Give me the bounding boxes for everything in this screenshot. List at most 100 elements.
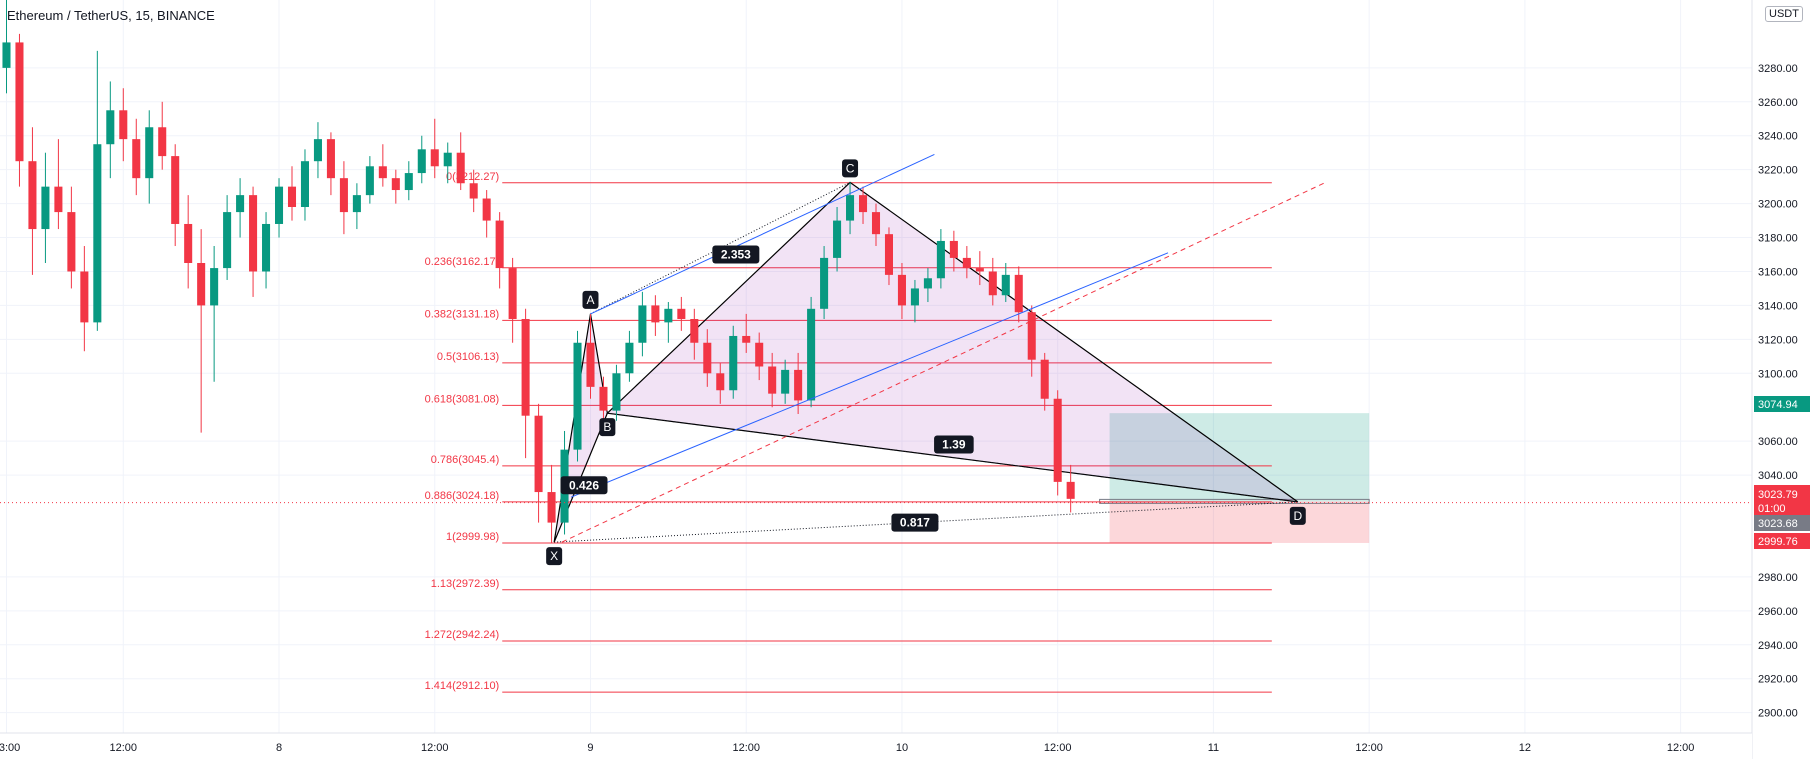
candle-body <box>729 335 738 391</box>
price-axis-panel <box>1752 0 1814 759</box>
candle-body <box>417 149 426 174</box>
position-box <box>1099 413 1370 543</box>
trendline <box>590 153 935 315</box>
pattern-labels: X A B C D 2.353 1.39 0.817 0.426 <box>546 159 1306 566</box>
candle-body <box>846 195 855 221</box>
candle-body <box>106 110 115 145</box>
candle-body <box>41 186 50 230</box>
candle-body <box>1053 398 1062 482</box>
time-tick-label: 11 <box>1208 742 1219 754</box>
chart-title: Ethereum / TetherUS, 15, BINANCE <box>7 8 215 23</box>
candle-body <box>884 234 894 275</box>
candle-body <box>833 220 842 258</box>
candle-body <box>378 166 387 179</box>
candle-body <box>794 369 803 401</box>
price-tick-label: 3280.00 <box>1758 63 1798 75</box>
candle-body <box>547 492 556 523</box>
candle-body <box>664 308 673 323</box>
candle-body <box>534 415 543 493</box>
candle-body <box>781 369 790 394</box>
position-entry-line <box>1099 498 1370 504</box>
ratio-label-bg <box>560 476 608 495</box>
price-badge <box>1754 533 1810 549</box>
candle-body <box>482 198 491 221</box>
candle-body <box>404 173 413 191</box>
price-badge <box>1754 396 1810 412</box>
price-tick-label: 3240.00 <box>1758 131 1798 143</box>
point-label-d: D <box>1293 509 1302 523</box>
candle-body <box>145 127 154 179</box>
price-badge-value: 2999.76 <box>1758 536 1798 548</box>
time-tick-label: 12 <box>1519 742 1531 754</box>
ratio-label-bg <box>934 435 974 454</box>
candle-body <box>910 288 919 306</box>
price-tick-label: 3140.00 <box>1758 300 1798 312</box>
candle-body <box>119 110 128 140</box>
candle-body <box>326 139 335 179</box>
candle-body <box>391 178 400 191</box>
price-tick-label: 3040.00 <box>1758 470 1798 482</box>
candle-body <box>1040 359 1049 399</box>
price-tick-label: 3180.00 <box>1758 233 1798 245</box>
point-label-a: A <box>586 293 594 307</box>
time-tick-label: 12:00 <box>110 742 138 754</box>
candle-body <box>1001 274 1010 296</box>
candle-body <box>612 373 621 411</box>
ac-ratio-line <box>590 181 851 315</box>
point-label-bg <box>546 547 563 566</box>
time-tick-label: 10 <box>896 742 908 754</box>
candle-body <box>184 223 193 263</box>
candle-body <box>651 305 660 323</box>
time-tick-label: 12:00 <box>1044 742 1072 754</box>
ratio-label-bg <box>891 513 939 532</box>
price-tick-label: 3120.00 <box>1758 334 1798 346</box>
candle-body <box>690 318 699 343</box>
price-tick-label: 3160.00 <box>1758 266 1798 278</box>
candle-body <box>210 268 219 306</box>
price-tick-label: 2940.00 <box>1758 640 1798 652</box>
candle-body <box>158 127 167 157</box>
ratio-label: 0.817 <box>900 516 930 530</box>
candle-body <box>443 152 452 167</box>
candle-body <box>820 257 829 309</box>
candle-body <box>352 195 361 213</box>
currency-selector[interactable]: USDT <box>1765 6 1803 22</box>
candle-body <box>716 373 725 391</box>
time-axis-panel <box>0 733 1752 759</box>
point-label-b: B <box>603 420 611 434</box>
price-tick-label: 3100.00 <box>1758 368 1798 380</box>
candle-body <box>755 342 764 367</box>
position-loss-zone <box>1109 501 1370 543</box>
position-profit-zone <box>1109 413 1370 502</box>
fib-level-label: 1.414(2912.10) <box>425 680 500 692</box>
fib-level-label: 0(3212.27) <box>446 171 499 183</box>
candle-body <box>807 308 816 401</box>
fib-level-label: 0.886(3024.18) <box>425 490 500 502</box>
candle-body <box>171 156 180 224</box>
candle-body <box>430 149 439 167</box>
candle-body <box>339 178 348 213</box>
candle-body <box>625 342 634 374</box>
candle-body <box>599 386 608 411</box>
candle-body <box>949 240 958 258</box>
candle-body <box>469 183 478 199</box>
candle-body <box>67 212 76 272</box>
candle-body <box>638 305 647 343</box>
candle-body <box>236 195 245 213</box>
candle-body <box>223 212 232 269</box>
candle-body <box>2 42 11 68</box>
price-tick-label: 3200.00 <box>1758 199 1798 211</box>
candle-body <box>197 262 206 306</box>
candle-body <box>871 212 881 235</box>
time-tick-label: 9 <box>587 742 593 754</box>
price-badge <box>1754 485 1810 517</box>
candle-body <box>508 268 517 319</box>
fib-level-label: 0.236(3162.17) <box>425 256 500 268</box>
candle-body <box>1027 312 1036 360</box>
candle-body <box>456 152 465 184</box>
candle-body <box>93 144 102 323</box>
point-label-c: C <box>846 161 855 175</box>
ratio-label: 2.353 <box>721 248 751 262</box>
